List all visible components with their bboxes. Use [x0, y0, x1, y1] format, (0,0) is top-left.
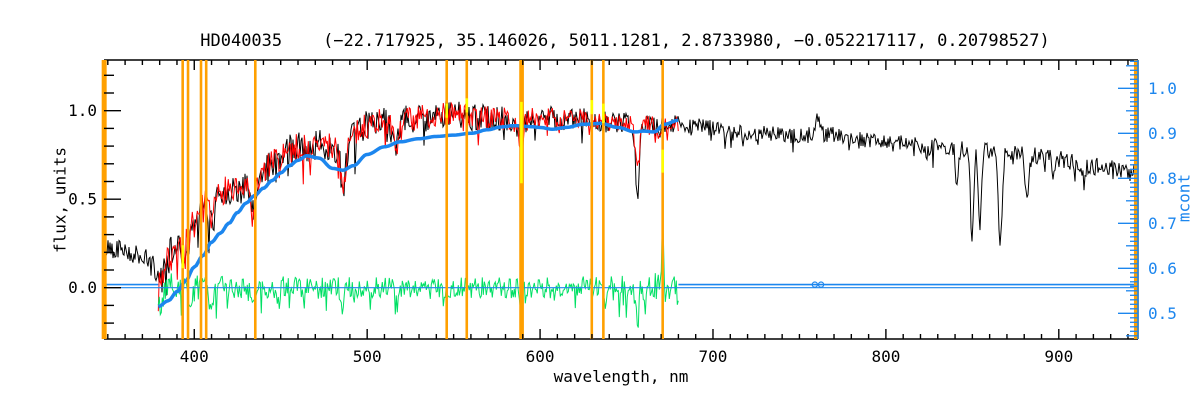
- y-axis-right-label: mcont: [1174, 173, 1194, 223]
- chart-title: HD040035 (−22.717925, 35.146026, 5011.12…: [200, 31, 1050, 51]
- svg-text:1.0: 1.0: [68, 101, 97, 120]
- svg-text:600: 600: [526, 347, 555, 366]
- svg-text:0.5: 0.5: [1148, 304, 1177, 323]
- x-axis-label: wavelength, nm: [553, 367, 689, 386]
- svg-text:500: 500: [353, 347, 382, 366]
- svg-text:0.6: 0.6: [1148, 259, 1177, 278]
- svg-text:0.8: 0.8: [1148, 169, 1177, 188]
- axis-ticks: [104, 60, 1138, 339]
- y-axis-left-label: flux, units: [50, 147, 70, 253]
- fitted-spectrum: [157, 101, 679, 312]
- tick-labels: 400 500 600 700 800 900 0.0 0.5 1.0 1.0 0.9 0.8 0.7 0…: [68, 79, 1177, 366]
- svg-text:0.0: 0.0: [68, 278, 97, 297]
- svg-text:400: 400: [180, 347, 209, 366]
- svg-text:0.9: 0.9: [1148, 124, 1177, 143]
- svg-text:700: 700: [699, 347, 728, 366]
- observed-spectrum: [104, 100, 1138, 296]
- svg-text:0.5: 0.5: [68, 190, 97, 209]
- telluric-blip-marker: [817, 281, 825, 288]
- residuals: [157, 223, 679, 328]
- svg-text:1.0: 1.0: [1148, 79, 1177, 98]
- telluric-blip-marker: [811, 281, 819, 288]
- plot-area: [104, 100, 1138, 328]
- mcont-curve: [157, 118, 679, 309]
- svg-text:800: 800: [871, 347, 900, 366]
- svg-text:900: 900: [1044, 347, 1073, 366]
- svg-text:0.7: 0.7: [1148, 214, 1177, 233]
